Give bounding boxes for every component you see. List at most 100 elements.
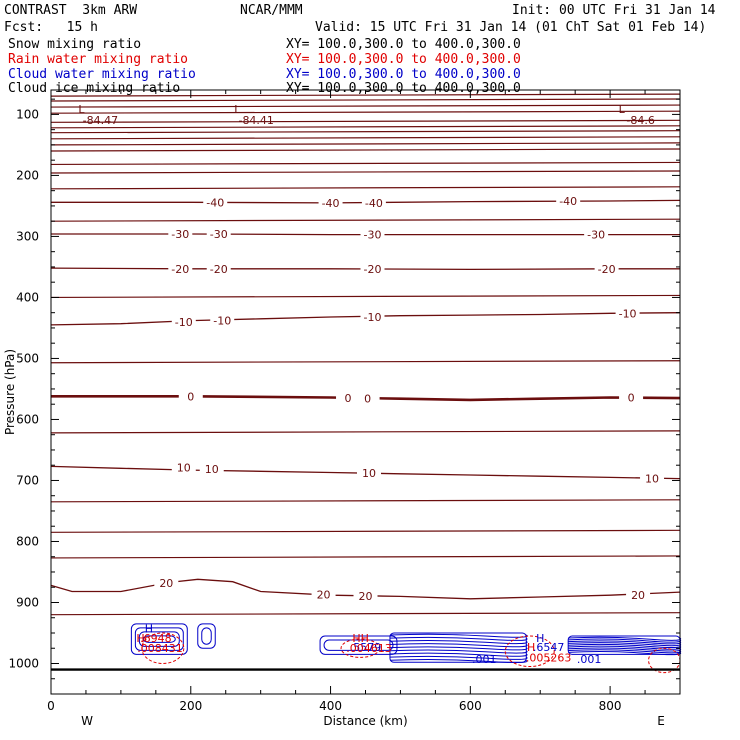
- isotherm-label: 10: [177, 462, 191, 475]
- isotherm-label-bg: [361, 196, 386, 209]
- isotherm-label-bg: [318, 196, 343, 209]
- isotherm-label: -20: [171, 263, 189, 276]
- isotherm-label-bg: [171, 461, 196, 474]
- cloud-water-contour: [568, 642, 682, 647]
- cloud-water-contour: [568, 645, 682, 650]
- contour-annotation: .6948: [140, 632, 172, 645]
- y-tick-label: 600: [16, 412, 39, 426]
- isotherm-label: -30: [364, 229, 382, 242]
- isotherm-label: -10: [619, 307, 637, 320]
- isotherm-label-bg: [210, 314, 235, 327]
- cloud-water-contour: [389, 655, 528, 660]
- contour-annotation: .004613: [346, 642, 392, 655]
- isotherm-label: -10: [213, 315, 231, 328]
- isotherm-label: -20: [210, 263, 228, 276]
- isotherm-label: 0: [364, 393, 371, 406]
- isotherm-label: -40: [365, 197, 383, 210]
- isotherm-line: [50, 578, 681, 600]
- x-axis-label: Distance (km): [323, 714, 407, 728]
- isotherm-label-bg: [556, 195, 581, 208]
- isotherm-extra: [50, 136, 681, 140]
- isotherm-label-bg: [353, 589, 378, 602]
- cloud-water-contour: [568, 640, 682, 645]
- isotherm-label: 10: [205, 463, 219, 476]
- cloud-water-contour: [568, 636, 682, 641]
- contour-annotation: .005263: [526, 651, 572, 664]
- isotherm-label: 10: [362, 467, 376, 480]
- isotherm-label: 20: [317, 589, 331, 602]
- isotherm-label: -30: [210, 228, 228, 241]
- cloud-water-contour: [389, 636, 528, 641]
- legend-cloud-ice-label: Cloud ice mixing ratio: [8, 81, 181, 96]
- isotherm-line: [51, 199, 681, 204]
- isotherm-label-bg: [154, 576, 179, 589]
- cloud-water-contour: [134, 627, 184, 651]
- isotherm-line: [50, 267, 680, 271]
- isotherm-label: 0: [628, 391, 635, 404]
- isotherm-label-bg: [615, 307, 640, 320]
- legend-snow-xy: XY= 100.0,300.0 to 400.0,300.0: [286, 37, 521, 52]
- contour-annotation: .001: [577, 653, 602, 666]
- isotherm-label-bg: [168, 262, 193, 275]
- x-tick-label: 600: [459, 699, 482, 713]
- y-tick-label: 1000: [8, 656, 39, 670]
- cloud-water-contour: [568, 649, 682, 654]
- y-tick-label: 800: [16, 534, 39, 548]
- isotherm-extra: [50, 430, 681, 434]
- isotherm-label-bg: [203, 196, 228, 209]
- isotherm-label: -10: [175, 316, 193, 329]
- isotherm-extra: [50, 294, 681, 299]
- isotherm-extra: [50, 93, 681, 97]
- isotherm-extra: [50, 529, 681, 533]
- isotherm-label: 20: [159, 577, 173, 590]
- legend-rain-xy: XY= 100.0,300.0 to 400.0,300.0: [286, 52, 521, 67]
- isotherm-extra: [50, 499, 681, 503]
- cloud-water-contour: [389, 646, 528, 651]
- isotherm-extra: [50, 142, 681, 146]
- y-tick-label: 500: [16, 351, 39, 365]
- y-tick-label: 900: [16, 595, 39, 609]
- isotherm-label-bg: [619, 391, 644, 404]
- isotherm-label: 20: [359, 590, 373, 603]
- isotherm-label: 0: [345, 392, 352, 405]
- isotherm-extra: [50, 612, 681, 616]
- isotherm-extra: [50, 148, 681, 152]
- cloud-water-contour: [568, 643, 682, 648]
- contour-annotation: .5579: [350, 641, 382, 654]
- isotherm-label: 0: [187, 390, 194, 403]
- isotherm-label: -40: [322, 197, 340, 210]
- isotherm-label-bg: [178, 390, 203, 403]
- cloud-water-contour: [568, 647, 682, 652]
- cloud-water-contour: [130, 623, 188, 655]
- isotherm-extra: [50, 218, 681, 222]
- center-title: NCAR/MMM: [240, 3, 303, 18]
- isotherm-extra: [50, 186, 681, 190]
- isotherm-line: [51, 395, 681, 402]
- isotherm-label-bg: [640, 472, 665, 485]
- rain-water-contour: [504, 635, 555, 668]
- isotherm-label-bg: [336, 392, 361, 405]
- isotherm-line: [51, 233, 680, 236]
- legend-rain-label: Rain water mixing ratio: [8, 52, 189, 67]
- isotherm-label-bg: [626, 589, 651, 602]
- isotherm-extra: [50, 360, 681, 364]
- isotherm-extra: [50, 130, 681, 134]
- contour-annotation: H: [527, 641, 535, 654]
- isotherm-label-bg: [360, 228, 385, 241]
- isotherm-label-bg: [311, 588, 336, 601]
- y-tick-label: 400: [16, 290, 39, 304]
- cloud-water-contour: [389, 652, 528, 657]
- y-tick-label: 200: [16, 168, 39, 182]
- contour-annotation: .6547: [533, 641, 565, 654]
- cloud-water-contour: [323, 639, 394, 651]
- cloud-water-contour: [568, 651, 682, 656]
- isotherm-label-bg: [360, 262, 385, 275]
- y-tick-label: 100: [16, 107, 39, 121]
- isotherm-label-bg: [206, 262, 231, 275]
- forecast-hour: Fcst: 15 h: [4, 20, 98, 35]
- low-value: -84.41: [238, 114, 273, 127]
- rain-water-contour: [141, 632, 185, 664]
- contour-annotation: HH: [352, 632, 369, 645]
- isotherm-label-bg: [594, 262, 619, 275]
